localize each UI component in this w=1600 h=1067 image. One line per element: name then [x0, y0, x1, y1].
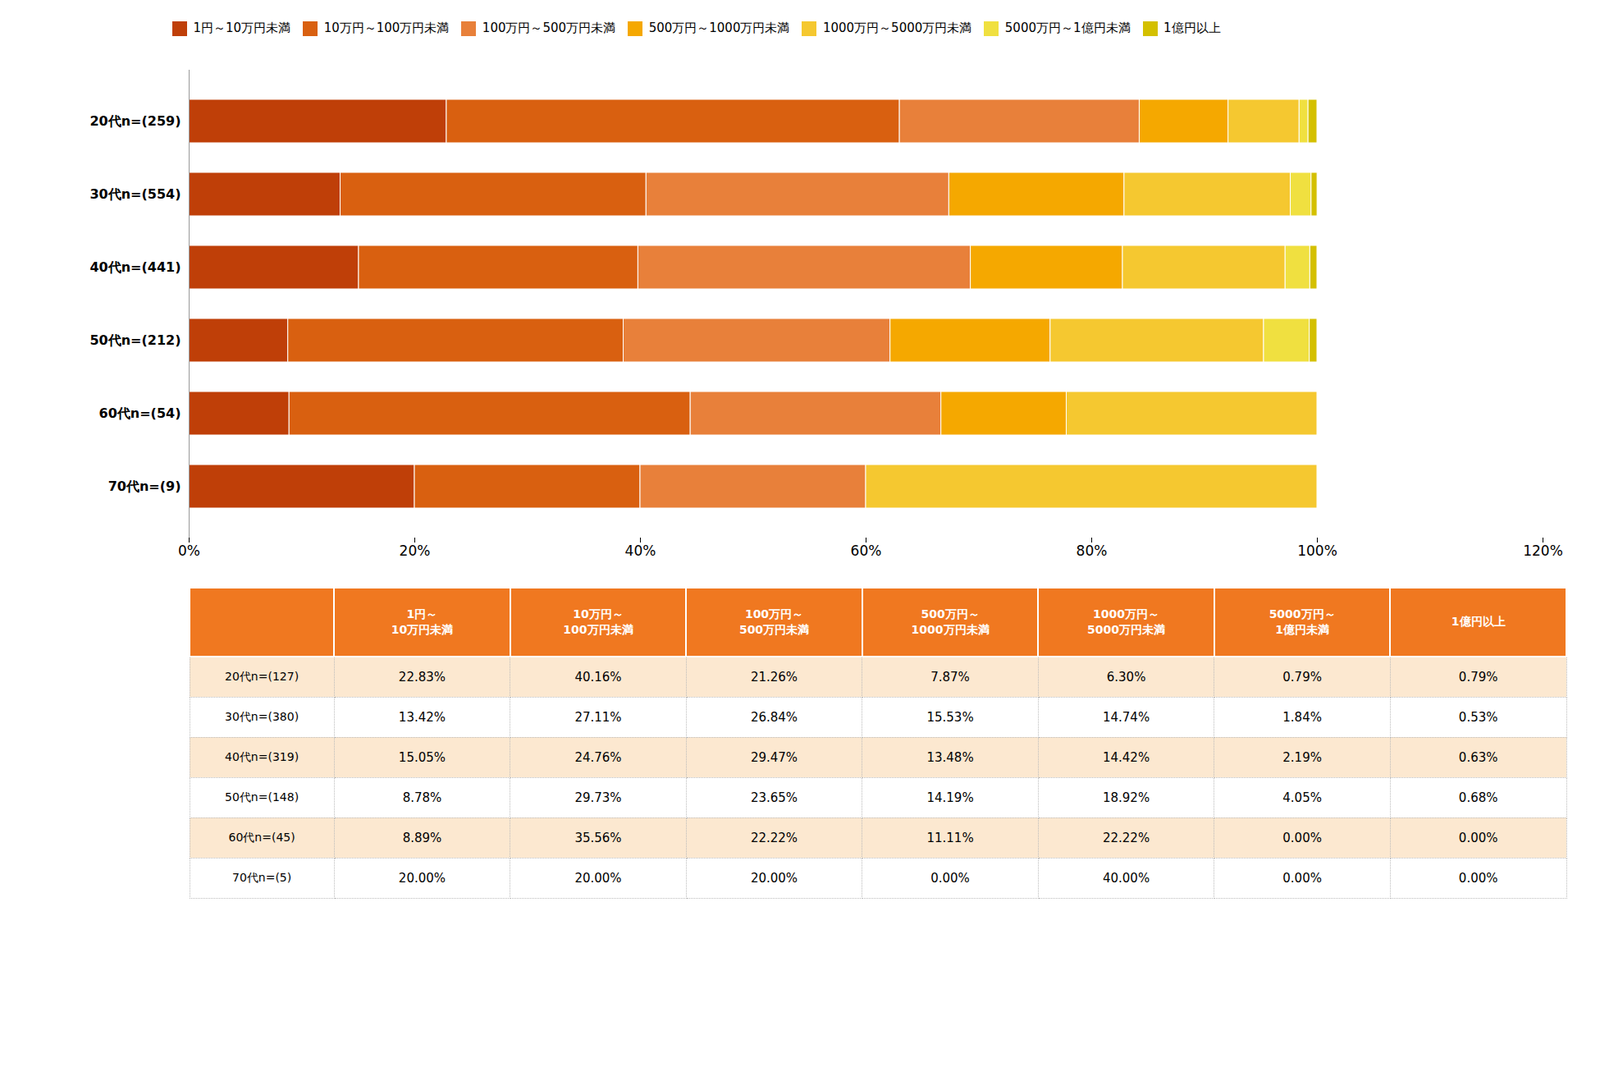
html-text:5000万円～ 1億円未満: 5000万円～ 1億円未満	[1269, 606, 1336, 636]
html-text:0.00%: 0.00%	[1458, 829, 1498, 845]
html-text:0.79%: 0.79%	[1282, 669, 1322, 684]
html-text:4.05%: 4.05%	[1282, 789, 1322, 805]
html-text:7.87%: 7.87%	[930, 669, 970, 684]
html-text:1.84%: 1.84%	[1282, 709, 1322, 725]
svg-text:40代n=(441): 40代n=(441)	[89, 259, 181, 275]
html-text:29.47%: 29.47%	[750, 749, 798, 765]
svg-text:70代n=(9): 70代n=(9)	[108, 478, 182, 494]
html-text:1000万円～5000万円未満: 1000万円～5000万円未満	[822, 20, 972, 36]
html-text:0.00%: 0.00%	[1282, 829, 1322, 845]
html-text:0.53%: 0.53%	[1458, 709, 1498, 725]
html-text:1億円以上: 1億円以上	[1163, 20, 1221, 36]
svg-text:20%: 20%	[399, 541, 431, 558]
svg-text:20代n=(259): 20代n=(259)	[89, 113, 181, 129]
html-text:27.11%: 27.11%	[574, 709, 622, 725]
svg-text:100%: 100%	[1297, 541, 1338, 558]
html-text:500万円～1000万円未満: 500万円～1000万円未満	[648, 20, 790, 36]
svg-text:60代n=(54): 60代n=(54)	[99, 405, 182, 421]
html-text:18.92%: 18.92%	[1102, 789, 1150, 805]
html-text:40代n=(319): 40代n=(319)	[224, 749, 299, 763]
html-text:22.22%: 22.22%	[1102, 829, 1150, 845]
html-text:8.89%: 8.89%	[402, 829, 442, 845]
html-text:26.84%: 26.84%	[750, 709, 798, 725]
html-text:14.42%: 14.42%	[1102, 749, 1150, 765]
html-text:40.00%: 40.00%	[1102, 870, 1150, 885]
html-text:20.00%: 20.00%	[574, 870, 622, 885]
svg-text:50代n=(212): 50代n=(212)	[89, 332, 181, 348]
html-text:6.30%: 6.30%	[1106, 669, 1146, 684]
html-text:40.16%: 40.16%	[574, 669, 622, 684]
html-text:21.26%: 21.26%	[750, 669, 798, 684]
html-text:20.00%: 20.00%	[750, 870, 798, 885]
svg-text:80%: 80%	[1076, 541, 1108, 558]
svg-text:0%: 0%	[178, 541, 201, 558]
html-text:0.68%: 0.68%	[1458, 789, 1498, 805]
html-text:1000万円～ 5000万円未満: 1000万円～ 5000万円未満	[1087, 606, 1166, 636]
html-text:30代n=(380): 30代n=(380)	[224, 709, 299, 723]
html-text:5000万円～1億円未満: 5000万円～1億円未満	[1004, 20, 1131, 36]
html-text:14.74%: 14.74%	[1102, 709, 1150, 725]
svg-text:120%: 120%	[1522, 541, 1564, 558]
html-text:20.00%: 20.00%	[398, 870, 446, 885]
html-text:0.00%: 0.00%	[1282, 870, 1322, 885]
html-text:10万円～ 100万円未満: 10万円～ 100万円未満	[563, 606, 634, 636]
html-text:15.53%: 15.53%	[926, 709, 974, 725]
html-text:22.83%: 22.83%	[398, 669, 446, 684]
html-text:0.00%: 0.00%	[930, 870, 970, 885]
html-text:0.79%: 0.79%	[1458, 669, 1498, 684]
svg-text:40%: 40%	[625, 541, 657, 558]
html-text:10万円～100万円未満: 10万円～100万円未満	[323, 20, 450, 36]
html-text:1円～10万円未満: 1円～10万円未満	[193, 20, 291, 36]
html-text:100万円～500万円未満: 100万円～500万円未満	[482, 20, 616, 36]
html-text:1円～ 10万円未満: 1円～ 10万円未満	[391, 606, 454, 636]
html-text:23.65%: 23.65%	[750, 789, 798, 805]
html-text:500万円～ 1000万円未満: 500万円～ 1000万円未満	[911, 606, 990, 636]
html-text:15.05%: 15.05%	[398, 749, 446, 765]
html-text:35.56%: 35.56%	[574, 829, 622, 845]
html-text:20代n=(127): 20代n=(127)	[224, 669, 299, 683]
html-text:14.19%: 14.19%	[926, 789, 974, 805]
html-text:60代n=(45): 60代n=(45)	[228, 829, 296, 844]
html-text:29.73%: 29.73%	[574, 789, 622, 805]
html-text:50代n=(148): 50代n=(148)	[224, 789, 299, 803]
html-text:1億円以上: 1億円以上	[1451, 614, 1506, 628]
svg-text:60%: 60%	[850, 541, 883, 558]
svg-text:30代n=(554): 30代n=(554)	[89, 186, 181, 202]
html-text:8.78%: 8.78%	[402, 789, 442, 805]
html-text:11.11%: 11.11%	[926, 829, 974, 845]
html-text:13.42%: 13.42%	[398, 709, 446, 725]
html-text:100万円～ 500万円未満: 100万円～ 500万円未満	[739, 606, 810, 636]
html-text:13.48%: 13.48%	[926, 749, 974, 765]
html-text:70代n=(5): 70代n=(5)	[232, 870, 292, 884]
html-text:24.76%: 24.76%	[574, 749, 622, 765]
html-text:22.22%: 22.22%	[750, 829, 798, 845]
html-text:0.63%: 0.63%	[1458, 749, 1498, 765]
html-text:2.19%: 2.19%	[1282, 749, 1322, 765]
html-text:0.00%: 0.00%	[1458, 870, 1498, 885]
